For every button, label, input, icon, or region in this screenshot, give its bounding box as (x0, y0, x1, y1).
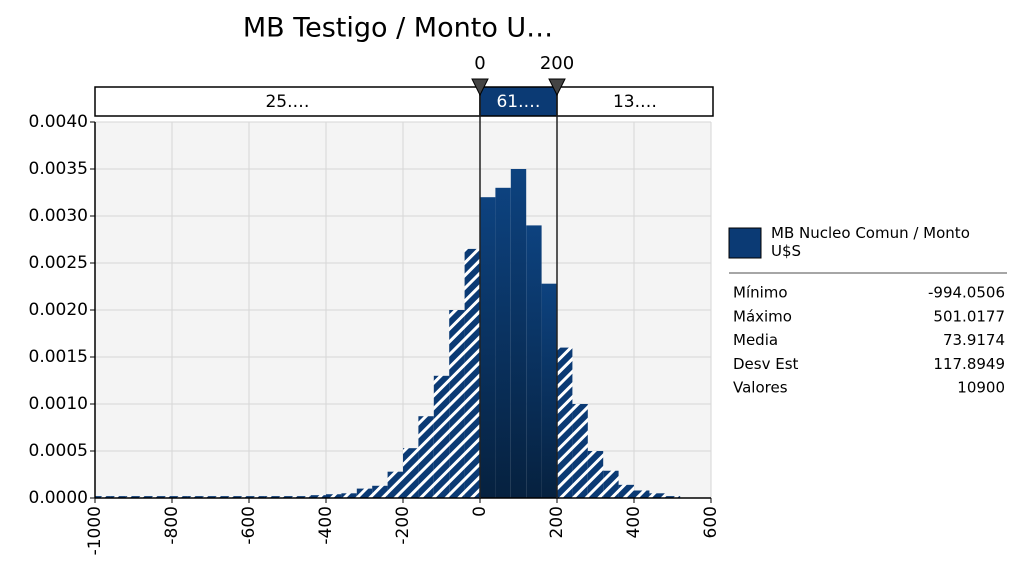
bar (541, 283, 557, 498)
stat-label: Mínimo (733, 284, 788, 302)
x-tick-label: -600 (239, 506, 259, 545)
stat-label: Desv Est (733, 355, 799, 373)
bar (295, 496, 311, 498)
region-label: 61.… (496, 92, 540, 112)
bar (341, 493, 357, 498)
bar (510, 169, 527, 498)
bar (125, 496, 142, 498)
stat-label: Máximo (733, 307, 792, 325)
y-tick-label: 0.0000 (29, 488, 88, 508)
bar (372, 485, 388, 498)
y-tick-label: 0.0015 (29, 347, 88, 367)
y-tick-label: 0.0030 (29, 206, 88, 226)
bar (187, 496, 203, 498)
y-tick-label: 0.0005 (29, 441, 88, 461)
bar (480, 197, 496, 498)
y-tick-label: 0.0025 (29, 253, 88, 273)
legend-swatch (728, 227, 762, 259)
bar (557, 347, 573, 498)
bar (110, 496, 126, 498)
bar (418, 416, 434, 498)
chart-title: MB Testigo / Monto U… (243, 13, 553, 44)
region-label: 25.… (265, 92, 309, 112)
stat-value: -994.0506 (928, 284, 1005, 302)
delimiter-marker (471, 78, 489, 97)
x-tick-label: -200 (393, 506, 413, 545)
bar (141, 496, 157, 498)
region-box (94, 86, 481, 117)
bar (526, 225, 542, 498)
bar (249, 496, 265, 498)
bar (326, 494, 342, 498)
bar (95, 496, 111, 498)
bar (634, 490, 650, 498)
stat-value: 501.0177 (933, 307, 1005, 325)
region-box (479, 86, 558, 117)
stat-value: 117.8949 (933, 355, 1005, 373)
bar (310, 495, 326, 498)
delimiter-marker (548, 78, 566, 97)
bar (356, 488, 373, 498)
bar (233, 496, 249, 498)
bar (387, 471, 403, 498)
y-tick-label: 0.0040 (29, 112, 88, 132)
delimiter-label: 200 (540, 53, 574, 74)
bar (649, 493, 665, 498)
y-tick-label: 0.0035 (29, 159, 88, 179)
bar (495, 187, 511, 499)
stat-label: Media (733, 331, 778, 349)
stat-value: 10900 (957, 379, 1005, 397)
x-tick-label: -800 (162, 506, 182, 545)
bar (202, 496, 219, 498)
y-tick-label: 0.0010 (29, 394, 88, 414)
legend-label: MB Nucleo Comun / Monto U$S (771, 224, 970, 260)
x-tick-label: -400 (316, 506, 336, 545)
region-box (556, 86, 714, 117)
y-tick-label: 0.0020 (29, 300, 88, 320)
bar (433, 375, 450, 498)
bar (279, 496, 296, 498)
x-tick-label: 0 (470, 506, 490, 517)
bar (603, 470, 619, 498)
bar (464, 248, 480, 498)
bar (264, 496, 280, 498)
bar (449, 310, 465, 498)
x-tick-label: 600 (701, 506, 721, 538)
bar (172, 496, 188, 498)
x-tick-label: -1000 (85, 506, 105, 555)
delimiter-label: 0 (474, 53, 485, 74)
bar (587, 451, 604, 498)
bar (403, 448, 419, 498)
bar (218, 496, 234, 498)
bar (572, 404, 588, 498)
bar (156, 496, 172, 498)
x-tick-label: 200 (547, 506, 567, 538)
region-label: 13.… (613, 92, 657, 112)
x-tick-label: 400 (624, 506, 644, 538)
stat-label: Valores (733, 379, 788, 397)
bar (664, 496, 681, 498)
stat-value: 73.9174 (943, 331, 1005, 349)
bar (618, 484, 634, 498)
